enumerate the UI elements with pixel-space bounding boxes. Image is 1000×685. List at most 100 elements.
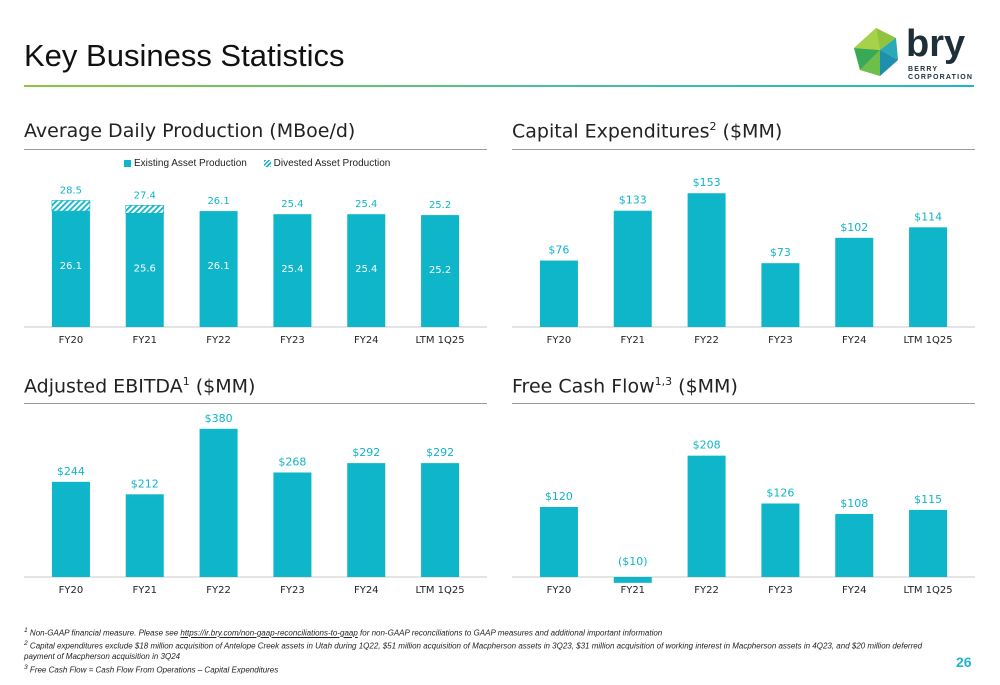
production-panel-rule — [24, 149, 487, 150]
footnote-3-text: Free Cash Flow = Cash Flow From Operatio… — [27, 665, 279, 675]
inner-label-fy21: 25.6 — [134, 263, 156, 274]
tick-label-fy20: FY20 — [59, 585, 84, 596]
fcf-title-unit: ($MM) — [672, 375, 738, 398]
production-panel-title: Average Daily Production (MBoe/d) — [24, 120, 355, 142]
ebitda-panel-title: Adjusted EBITDA1 ($MM) — [24, 375, 255, 397]
data-label-ltm-1q25: $115 — [914, 493, 942, 506]
company-logo: bry BERRY CORPORATION — [850, 24, 980, 81]
bar-existing-fy20 — [51, 211, 90, 327]
tick-label-ltm-1q25: LTM 1Q25 — [904, 335, 953, 346]
tick-label-fy24: FY24 — [842, 585, 867, 596]
bar-fy20 — [539, 507, 578, 577]
tick-label-fy23: FY23 — [280, 335, 305, 346]
production-legend: Existing Asset Production Divested Asset… — [124, 158, 404, 169]
bar-ltm-1q25 — [421, 463, 460, 577]
bar-fy24 — [835, 237, 874, 327]
total-label-fy21: 27.4 — [134, 190, 156, 201]
tick-label-fy21: FY21 — [132, 335, 157, 346]
bar-existing-fy21 — [125, 213, 164, 327]
non-gaap-link[interactable]: https://ir.bry.com/non-gaap-reconciliati… — [180, 628, 358, 638]
tick-label-fy24: FY24 — [354, 585, 379, 596]
data-label-fy21: $133 — [619, 194, 647, 207]
bar-ltm-1q25 — [909, 227, 948, 327]
data-label-fy20: $120 — [545, 490, 573, 503]
tick-label-ltm-1q25: LTM 1Q25 — [416, 585, 465, 596]
footnote-1-marker: 1 — [24, 627, 28, 634]
total-label-fy22: 26.1 — [207, 196, 229, 207]
data-label-fy21: $212 — [131, 477, 159, 490]
data-label-fy22: $153 — [693, 176, 721, 189]
ebitda-chart: $244 FY20 $212 FY21 $380 FY22 $268 FY23 $292 FY24… — [24, 412, 487, 596]
bar-fy23 — [273, 472, 312, 577]
tick-label-fy20: FY20 — [547, 335, 572, 346]
logo-subline-berry: BERRY — [908, 66, 939, 73]
bar-fy21 — [613, 577, 652, 583]
bar-existing-fy24 — [347, 214, 386, 327]
inner-label-fy22: 26.1 — [207, 261, 229, 272]
tick-label-fy23: FY23 — [768, 585, 793, 596]
footnote-2-marker: 2 — [24, 640, 28, 648]
fcf-title-footnote-ref: 1,3 — [654, 375, 673, 388]
page-number: 26 — [956, 654, 972, 670]
tick-label-fy22: FY22 — [694, 585, 719, 596]
tick-label-fy24: FY24 — [842, 335, 867, 346]
ebitda-title-footnote-ref: 1 — [182, 375, 190, 388]
capex-title-footnote-ref: 2 — [709, 120, 717, 133]
data-label-fy22: $380 — [205, 412, 233, 425]
title-divider — [24, 85, 974, 87]
data-label-fy24: $102 — [840, 221, 868, 234]
production-chart: 28.5 26.1 FY20 27.4 25.6 FY21 26.1 26.1 FY22 25.4… — [24, 185, 487, 346]
tick-label-fy21: FY21 — [620, 335, 645, 346]
inner-label-fy24: 25.4 — [355, 264, 377, 275]
data-label-fy24: $108 — [840, 497, 868, 510]
footnotes: 1 Non-GAAP financial measure. Please see… — [24, 626, 924, 676]
legend-label-existing: Existing Asset Production — [134, 158, 247, 169]
inner-label-fy23: 25.4 — [281, 264, 303, 275]
bar-divested-fy20 — [51, 200, 91, 212]
tick-label-ltm-1q25: LTM 1Q25 — [904, 585, 953, 596]
capex-panel-rule — [512, 149, 975, 150]
total-label-fy23: 25.4 — [281, 199, 303, 210]
data-label-fy23: $126 — [766, 487, 794, 500]
bar-existing-fy22 — [199, 211, 238, 327]
bar-existing-ltm-1q25 — [421, 215, 460, 327]
inner-label-fy20: 26.1 — [60, 261, 82, 272]
capex-title-unit: ($MM) — [716, 120, 783, 143]
footnote-1-text-a: Non-GAAP financial measure. Please see — [27, 628, 181, 638]
bar-fy21 — [613, 210, 652, 327]
tick-label-fy22: FY22 — [694, 335, 719, 346]
ebitda-title-text: Adjusted EBITDA — [24, 375, 183, 398]
tick-label-fy22: FY22 — [206, 335, 231, 346]
bar-existing-fy23 — [273, 214, 312, 327]
gem-icon — [854, 28, 898, 76]
ebitda-title-unit: ($MM) — [189, 375, 256, 398]
total-label-ltm-1q25: 25.2 — [429, 200, 451, 211]
bar-ltm-1q25 — [909, 509, 948, 577]
bar-fy20 — [539, 260, 578, 327]
footnote-1-text-b: for non-GAAP reconciliations to GAAP mea… — [357, 628, 663, 638]
bar-divested-fy21 — [125, 205, 165, 214]
tick-label-fy23: FY23 — [280, 585, 305, 596]
capex-title-text: Capital Expenditures — [512, 120, 710, 143]
tick-label-fy24: FY24 — [354, 335, 379, 346]
total-label-fy24: 25.4 — [355, 199, 377, 210]
fcf-panel-rule — [512, 403, 975, 404]
data-label-fy23: $73 — [770, 246, 791, 259]
bar-fy22 — [687, 193, 726, 327]
tick-label-fy21: FY21 — [620, 585, 645, 596]
fcf-title-text: Free Cash Flow — [512, 375, 655, 398]
bar-fy22 — [687, 455, 726, 577]
legend-label-divested: Divested Asset Production — [273, 158, 391, 169]
tick-label-fy20: FY20 — [547, 585, 572, 596]
tick-label-ltm-1q25: LTM 1Q25 — [416, 335, 465, 346]
bar-fy22 — [199, 428, 238, 577]
data-label-fy23: $268 — [278, 455, 306, 468]
footnote-1: 1 Non-GAAP financial measure. Please see… — [24, 626, 924, 639]
data-label-ltm-1q25: $292 — [426, 446, 454, 459]
bar-fy20 — [51, 481, 90, 577]
bar-fy23 — [761, 503, 800, 577]
data-label-fy22: $208 — [693, 439, 721, 452]
tick-label-fy22: FY22 — [206, 585, 231, 596]
legend-swatch-divested — [263, 159, 271, 167]
ebitda-panel-rule — [24, 403, 487, 404]
